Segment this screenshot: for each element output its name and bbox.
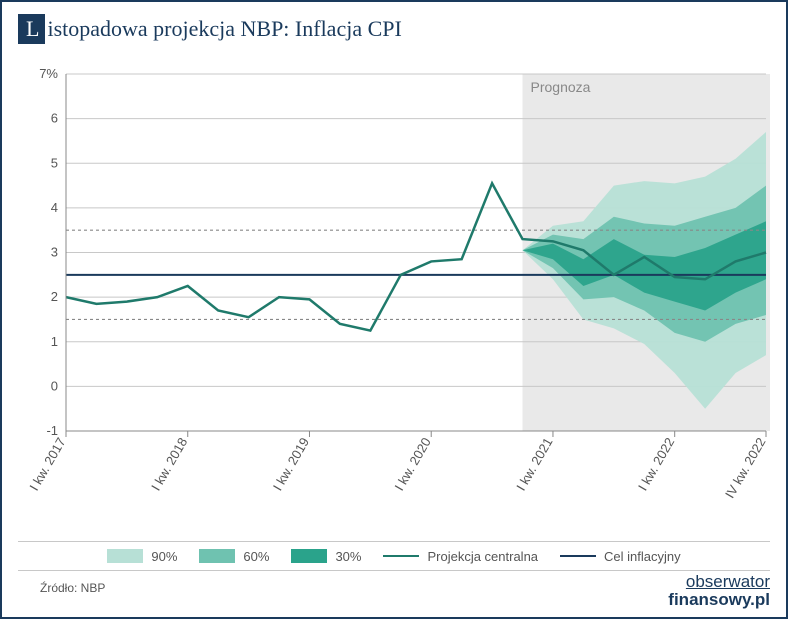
swatch-60 (199, 549, 235, 563)
svg-text:I kw. 2017: I kw. 2017 (26, 435, 68, 493)
chart-title: L istopadowa projekcja NBP: Inflacja CPI (18, 14, 402, 44)
legend-item-central: Projekcja centralna (383, 549, 538, 564)
title-rest: istopadowa projekcja NBP: Inflacja CPI (45, 16, 401, 42)
legend-item-90: 90% (107, 549, 177, 564)
brand: obserwator finansowy.pl (668, 573, 770, 609)
legend-label-central: Projekcja centralna (427, 549, 538, 564)
svg-text:IV kw. 2022: IV kw. 2022 (722, 435, 769, 501)
chart-svg: Prognoza-101234567%I kw. 2017I kw. 2018I… (18, 64, 770, 509)
legend-label-90: 90% (151, 549, 177, 564)
svg-text:I kw. 2022: I kw. 2022 (635, 435, 677, 493)
svg-text:0: 0 (51, 378, 58, 393)
legend-label-60: 60% (243, 549, 269, 564)
svg-text:5: 5 (51, 155, 58, 170)
svg-text:6: 6 (51, 111, 58, 126)
svg-text:I kw. 2018: I kw. 2018 (148, 435, 190, 493)
svg-text:Prognoza: Prognoza (531, 79, 591, 95)
line-swatch-target (560, 555, 596, 557)
legend-item-30: 30% (291, 549, 361, 564)
swatch-30 (291, 549, 327, 563)
chart-area: Prognoza-101234567%I kw. 2017I kw. 2018I… (18, 64, 770, 509)
source-text: Źródło: NBP (40, 581, 105, 595)
line-swatch-central (383, 555, 419, 557)
legend-label-30: 30% (335, 549, 361, 564)
legend-label-target: Cel inflacyjny (604, 549, 681, 564)
brand-line2: finansowy.pl (668, 590, 770, 609)
svg-text:3: 3 (51, 245, 58, 260)
svg-text:I kw. 2021: I kw. 2021 (513, 435, 555, 493)
svg-text:I kw. 2019: I kw. 2019 (270, 435, 312, 493)
legend-item-target: Cel inflacyjny (560, 549, 681, 564)
svg-text:7%: 7% (39, 66, 58, 81)
brand-line1: obserwator (686, 572, 770, 591)
swatch-90 (107, 549, 143, 563)
title-initial: L (18, 14, 45, 44)
svg-text:1: 1 (51, 334, 58, 349)
svg-text:I kw. 2020: I kw. 2020 (392, 435, 434, 493)
svg-text:4: 4 (51, 200, 58, 215)
legend-item-60: 60% (199, 549, 269, 564)
svg-text:2: 2 (51, 289, 58, 304)
legend: 90% 60% 30% Projekcja centralna Cel infl… (18, 541, 770, 571)
